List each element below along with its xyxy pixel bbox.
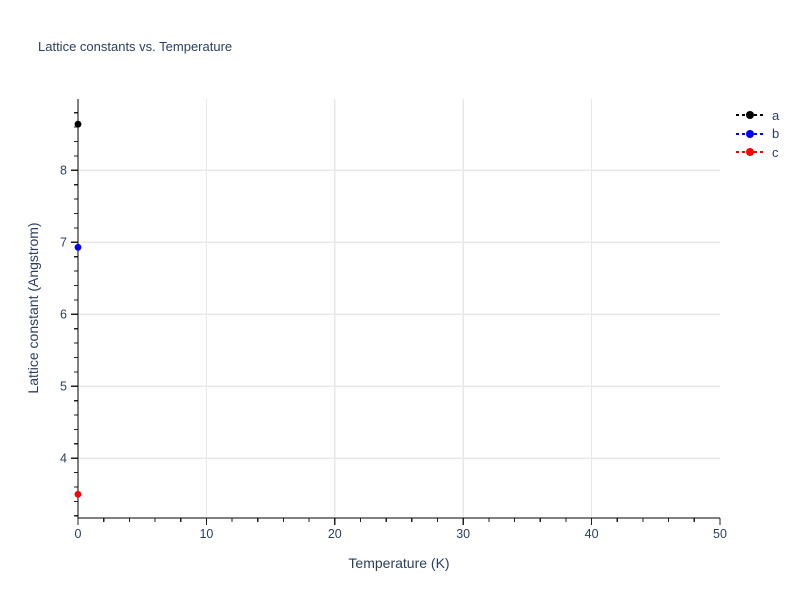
y-tick-label: 7 xyxy=(60,236,67,250)
x-tick-label: 20 xyxy=(328,527,342,541)
data-point-a[interactable] xyxy=(74,120,82,128)
legend-marker-b xyxy=(736,129,764,138)
chart-title: Lattice constants vs. Temperature xyxy=(38,39,233,54)
y-tick-label: 4 xyxy=(60,452,67,466)
legend-label-c: c xyxy=(772,144,779,160)
x-tick-label: 50 xyxy=(713,527,727,541)
data-point-c[interactable] xyxy=(74,490,82,498)
y-tick-label: 5 xyxy=(60,380,67,394)
y-tick-label: 6 xyxy=(60,308,67,322)
legend-item-a[interactable]: a xyxy=(735,106,779,125)
legend-marker-c xyxy=(736,148,764,157)
x-tick-label: 10 xyxy=(199,527,213,541)
x-tick-label: 0 xyxy=(75,527,82,541)
legend-label-a: a xyxy=(772,107,780,123)
y-axis-title: Lattice constant (Angstrom) xyxy=(25,222,41,394)
legend-item-c[interactable]: c xyxy=(735,143,779,162)
legend-item-b[interactable]: b xyxy=(735,125,779,144)
x-axis-title: Temperature (K) xyxy=(348,555,450,571)
x-tick-label: 30 xyxy=(456,527,470,541)
legend-marker-a xyxy=(736,111,764,120)
legend-label-b: b xyxy=(772,126,780,142)
x-tick-label: 40 xyxy=(585,527,599,541)
y-tick-label: 8 xyxy=(60,164,67,178)
data-point-b[interactable] xyxy=(74,243,82,251)
